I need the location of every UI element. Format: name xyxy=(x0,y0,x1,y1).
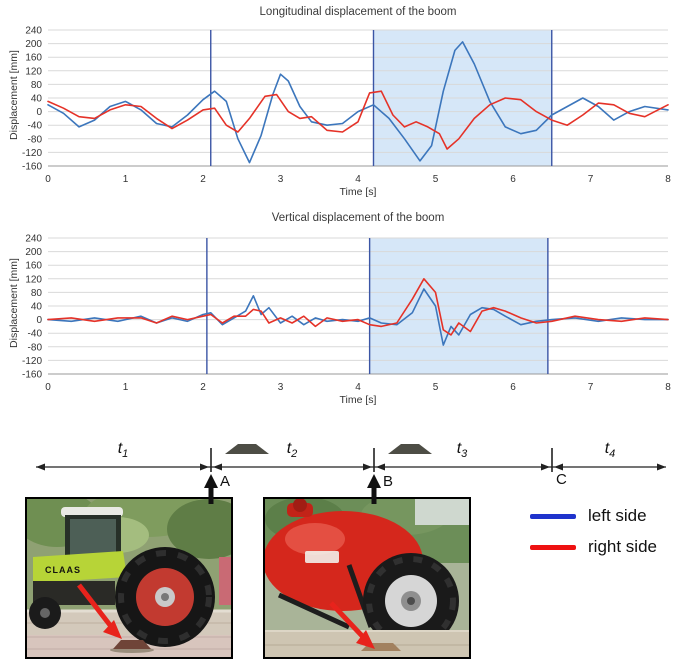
event-label-a: A xyxy=(220,473,231,490)
y-tick-label: 0 xyxy=(36,315,42,326)
x-axis-label-vertical: Time [s] xyxy=(339,394,377,406)
legend-swatch-right-side xyxy=(530,544,576,550)
x-tick-label: 4 xyxy=(355,174,361,185)
x-tick-label: 3 xyxy=(278,174,284,185)
series-left-side xyxy=(47,288,669,346)
x-tick-label: 2 xyxy=(200,174,206,185)
event-label-c: C xyxy=(556,471,567,488)
timeline-arrowheads xyxy=(36,463,666,471)
y-tick-label: -160 xyxy=(22,370,42,381)
y-tick-label: 120 xyxy=(25,66,42,77)
legend-item-left-side: left side xyxy=(530,506,657,526)
tractor-body: CLAAS xyxy=(29,507,127,629)
x-tick-label: 8 xyxy=(665,174,671,185)
legend-swatch-left-side xyxy=(530,513,576,519)
x-tick-label: 7 xyxy=(588,174,594,185)
up-arrow-icon-b xyxy=(367,474,381,504)
event-label-b: B xyxy=(383,473,394,490)
tank-filler-cap xyxy=(293,499,307,512)
chart-title-vertical: Vertical displacement of the boom xyxy=(271,212,445,224)
interval-label-t4: t4 xyxy=(604,440,616,461)
y-tick-label: 240 xyxy=(25,26,42,37)
tank-label xyxy=(305,551,339,563)
x-tick-label: 5 xyxy=(433,174,439,185)
timeline-diagram xyxy=(36,444,666,504)
y-tick-label: -120 xyxy=(22,356,42,367)
y-tick-label: 80 xyxy=(31,288,43,299)
x-tick-label: 1 xyxy=(123,174,129,185)
x-tick-label: 6 xyxy=(510,382,516,393)
y-tick-label: -80 xyxy=(28,342,43,353)
y-tick-label: -80 xyxy=(28,134,43,145)
red-arrow-icon xyxy=(77,583,122,639)
y-tick-label: 40 xyxy=(31,94,43,105)
x-tick-label: 1 xyxy=(123,382,129,393)
y-tick-label: 200 xyxy=(25,39,42,50)
up-arrow-icon-a xyxy=(204,474,218,504)
y-tick-label: 0 xyxy=(36,107,42,118)
y-tick-label: -120 xyxy=(22,148,42,159)
timeline-event-marks xyxy=(210,448,553,472)
y-tick-label: 160 xyxy=(25,261,42,272)
y-tick-label: -40 xyxy=(28,121,43,132)
y-tick-label: 40 xyxy=(31,302,43,313)
y-tick-label: 240 xyxy=(25,234,42,245)
y-tick-label: -160 xyxy=(22,162,42,173)
series-right-side xyxy=(47,90,669,150)
x-tick-label: 2 xyxy=(200,382,206,393)
interval-label-t3: t3 xyxy=(456,440,468,461)
x-tick-label: 8 xyxy=(665,382,671,393)
y-tick-label: 120 xyxy=(25,274,42,285)
tractor-rear-wheel xyxy=(115,547,215,647)
speed-bump-icon-2 xyxy=(388,444,432,454)
interval-label-t1: t1 xyxy=(117,440,129,461)
y-tick-label: 80 xyxy=(31,80,43,91)
background-machine xyxy=(219,557,231,605)
x-tick-label: 7 xyxy=(588,382,594,393)
sprayer-photo xyxy=(263,497,471,659)
x-tick-label: 6 xyxy=(510,174,516,185)
x-tick-label: 3 xyxy=(278,382,284,393)
chart-title-longitudinal: Longitudinal displacement of the boom xyxy=(259,6,457,18)
series-left-side xyxy=(47,41,669,164)
claas-logo: CLAAS xyxy=(45,565,81,575)
x-tick-label: 5 xyxy=(433,382,439,393)
speed-bump-icon-1 xyxy=(225,444,269,454)
x-axis-label-longitudinal: Time [s] xyxy=(339,186,377,198)
x-tick-label: 0 xyxy=(45,174,51,185)
series-right-side xyxy=(47,277,669,336)
red-arrow-icon xyxy=(329,601,375,649)
x-tick-label: 0 xyxy=(45,382,51,393)
legend: left side right side xyxy=(530,506,657,568)
y-tick-label: 160 xyxy=(25,53,42,64)
y-tick-label: 200 xyxy=(25,247,42,258)
obstacle-bump xyxy=(113,640,151,649)
y-tick-label: -40 xyxy=(28,329,43,340)
interval-label-t2: t2 xyxy=(286,440,298,461)
x-tick-label: 4 xyxy=(355,382,361,393)
tractor-photo: CLAAS xyxy=(25,497,233,659)
legend-item-right-side: right side xyxy=(530,537,657,557)
